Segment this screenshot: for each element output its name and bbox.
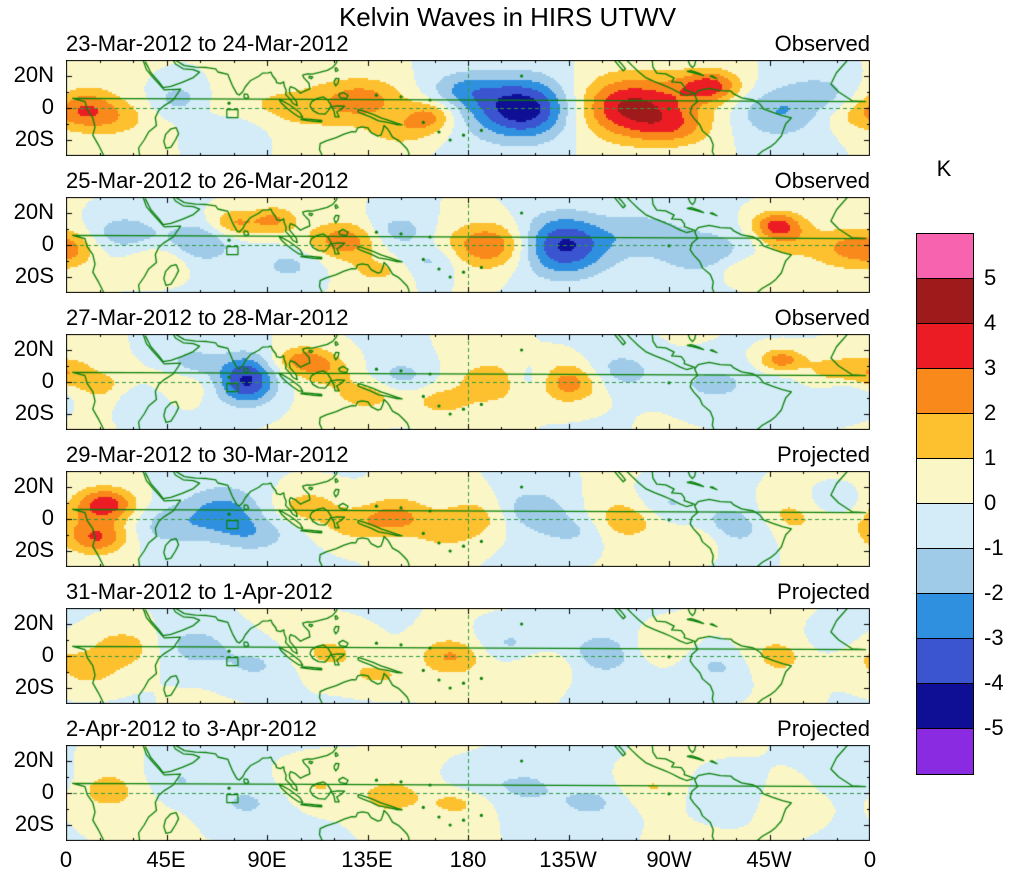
panel-1-tag: Observed bbox=[774, 31, 870, 56]
colorbar-swatches bbox=[916, 233, 974, 775]
panel-5-y-axis: 20N 0 20S bbox=[0, 608, 58, 704]
y-tick-0: 0 bbox=[41, 642, 54, 667]
y-tick-20n: 20N bbox=[13, 610, 54, 635]
y-tick-20s: 20S bbox=[14, 126, 54, 151]
cb-label-m2: -2 bbox=[984, 580, 1004, 605]
panel-4-tag: Projected bbox=[777, 442, 870, 467]
y-tick-0: 0 bbox=[41, 779, 54, 804]
colorbar-swatch bbox=[917, 639, 973, 684]
colorbar: K 5 4 3 2 1 0 -1 -2 -3 -4 -5 bbox=[916, 156, 1015, 796]
colorbar-swatch bbox=[917, 234, 973, 279]
x-tick-0: 0 bbox=[59, 847, 73, 872]
cb-label-m3: -3 bbox=[984, 625, 1004, 650]
cb-label-3: 3 bbox=[984, 355, 997, 380]
y-tick-20s: 20S bbox=[14, 263, 54, 288]
x-tick-180: 180 bbox=[449, 847, 487, 872]
panel-6-tag: Projected bbox=[777, 716, 870, 741]
panel-3: 27-Mar-2012 to 28-Mar-2012 Observed 20N … bbox=[0, 304, 1015, 430]
map-panel-6 bbox=[66, 745, 870, 841]
colorbar-swatch bbox=[917, 324, 973, 369]
map-panel-5 bbox=[66, 608, 870, 704]
y-tick-0: 0 bbox=[41, 231, 54, 256]
y-tick-20n: 20N bbox=[13, 473, 54, 498]
colorbar-swatch bbox=[917, 549, 973, 594]
panel-4-header: 29-Mar-2012 to 30-Mar-2012 Projected bbox=[66, 441, 870, 469]
panel-6-date-range: 2-Apr-2012 to 3-Apr-2012 bbox=[66, 716, 317, 741]
cb-label-1: 1 bbox=[984, 445, 997, 470]
panel-2-header: 25-Mar-2012 to 26-Mar-2012 Observed bbox=[66, 167, 870, 195]
figure-title: Kelvin Waves in HIRS UTWV bbox=[338, 2, 677, 32]
x-tick-135w: 135W bbox=[539, 847, 597, 872]
panel-5-tag: Projected bbox=[777, 579, 870, 604]
colorbar-swatch bbox=[917, 504, 973, 549]
y-tick-20n: 20N bbox=[13, 747, 54, 772]
x-tick-45w: 45W bbox=[746, 847, 792, 872]
y-tick-20s: 20S bbox=[14, 674, 54, 699]
x-tick-135e: 135E bbox=[341, 847, 393, 872]
cb-label-m1: -1 bbox=[984, 535, 1004, 560]
panel-4: 29-Mar-2012 to 30-Mar-2012 Projected 20N… bbox=[0, 441, 1015, 567]
colorbar-swatch bbox=[917, 414, 973, 459]
panel-3-tag: Observed bbox=[774, 305, 870, 330]
panel-2-y-axis: 20N 0 20S bbox=[0, 197, 58, 293]
panel-1: 23-Mar-2012 to 24-Mar-2012 Observed 20N … bbox=[0, 30, 1015, 156]
map-panel-1 bbox=[66, 60, 870, 156]
panel-6-y-axis: 20N 0 20S bbox=[0, 745, 58, 841]
colorbar-swatch bbox=[917, 369, 973, 414]
colorbar-swatch bbox=[917, 279, 973, 324]
panel-1-header: 23-Mar-2012 to 24-Mar-2012 Observed bbox=[66, 30, 870, 58]
cb-label-2: 2 bbox=[984, 400, 997, 425]
panel-5-date-range: 31-Mar-2012 to 1-Apr-2012 bbox=[66, 579, 333, 604]
y-tick-20s: 20S bbox=[14, 400, 54, 425]
cb-label-m4: -4 bbox=[984, 670, 1004, 695]
panel-2: 25-Mar-2012 to 26-Mar-2012 Observed 20N … bbox=[0, 167, 1015, 293]
panel-1-date-range: 23-Mar-2012 to 24-Mar-2012 bbox=[66, 31, 349, 56]
colorbar-swatch bbox=[917, 459, 973, 504]
panel-5: 31-Mar-2012 to 1-Apr-2012 Projected 20N … bbox=[0, 578, 1015, 704]
cb-label-5: 5 bbox=[984, 265, 997, 290]
map-panel-2 bbox=[66, 197, 870, 293]
cb-label-4: 4 bbox=[984, 310, 997, 335]
cb-label-0: 0 bbox=[984, 490, 997, 515]
panel-4-y-axis: 20N 0 20S bbox=[0, 471, 58, 567]
map-panel-3 bbox=[66, 334, 870, 430]
y-tick-0: 0 bbox=[41, 368, 54, 393]
y-tick-20s: 20S bbox=[14, 537, 54, 562]
panel-3-header: 27-Mar-2012 to 28-Mar-2012 Observed bbox=[66, 304, 870, 332]
panel-1-y-axis: 20N 0 20S bbox=[0, 60, 58, 156]
panel-6: 2-Apr-2012 to 3-Apr-2012 Projected 20N 0… bbox=[0, 715, 1015, 841]
y-tick-20n: 20N bbox=[13, 336, 54, 361]
x-tick-90w: 90W bbox=[646, 847, 692, 872]
colorbar-swatch bbox=[917, 729, 973, 774]
y-tick-20n: 20N bbox=[13, 62, 54, 87]
panel-6-header: 2-Apr-2012 to 3-Apr-2012 Projected bbox=[66, 715, 870, 743]
panel-3-y-axis: 20N 0 20S bbox=[0, 334, 58, 430]
map-panel-4 bbox=[66, 471, 870, 567]
x-axis: 0 45E 90E 135E 180 135W 90W 45W 0 bbox=[0, 847, 1015, 877]
y-tick-20s: 20S bbox=[14, 811, 54, 836]
panel-4-date-range: 29-Mar-2012 to 30-Mar-2012 bbox=[66, 442, 349, 467]
panel-2-date-range: 25-Mar-2012 to 26-Mar-2012 bbox=[66, 168, 349, 193]
x-tick-45e: 45E bbox=[146, 847, 186, 872]
panel-5-header: 31-Mar-2012 to 1-Apr-2012 Projected bbox=[66, 578, 870, 606]
x-tick-90e: 90E bbox=[247, 847, 287, 872]
y-tick-0: 0 bbox=[41, 505, 54, 530]
colorbar-swatch bbox=[917, 594, 973, 639]
y-tick-0: 0 bbox=[41, 94, 54, 119]
panel-3-date-range: 27-Mar-2012 to 28-Mar-2012 bbox=[66, 305, 349, 330]
y-tick-20n: 20N bbox=[13, 199, 54, 224]
colorbar-unit-label: K bbox=[936, 156, 952, 181]
panel-2-tag: Observed bbox=[774, 168, 870, 193]
cb-label-m5: -5 bbox=[984, 715, 1004, 740]
colorbar-swatch bbox=[917, 684, 973, 729]
x-tick-360: 0 bbox=[863, 847, 877, 872]
